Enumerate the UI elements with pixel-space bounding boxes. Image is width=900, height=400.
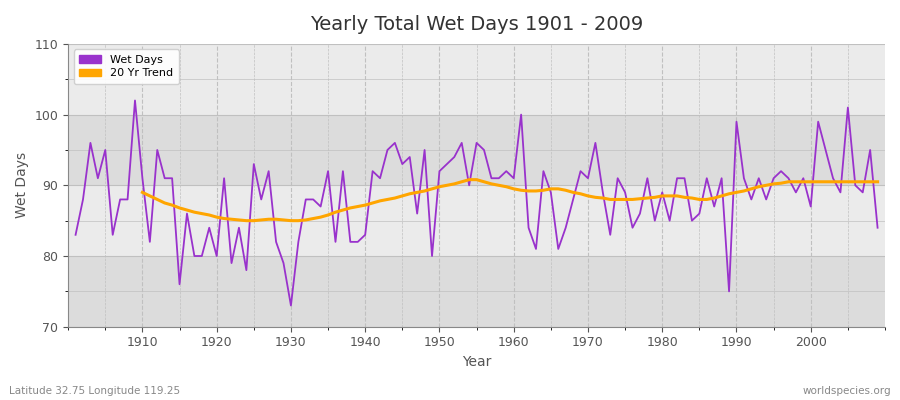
X-axis label: Year: Year [462, 355, 491, 369]
Y-axis label: Wet Days: Wet Days [15, 152, 29, 218]
Legend: Wet Days, 20 Yr Trend: Wet Days, 20 Yr Trend [74, 50, 179, 84]
Text: Latitude 32.75 Longitude 119.25: Latitude 32.75 Longitude 119.25 [9, 386, 180, 396]
Title: Yearly Total Wet Days 1901 - 2009: Yearly Total Wet Days 1901 - 2009 [310, 15, 644, 34]
Bar [68, 256, 885, 327]
Text: worldspecies.org: worldspecies.org [803, 386, 891, 396]
Bar [68, 114, 885, 185]
